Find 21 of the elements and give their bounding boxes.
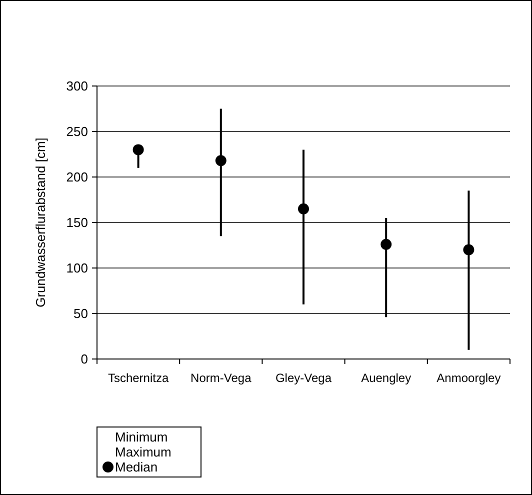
y-tick-label: 100 xyxy=(66,260,88,276)
y-tick-label: 50 xyxy=(74,306,88,322)
point xyxy=(463,244,474,256)
y-tick-label: 0 xyxy=(80,352,88,367)
x-tick-label: Norm-Vega xyxy=(190,371,252,385)
point xyxy=(132,144,144,156)
y-tick-label: 250 xyxy=(66,124,88,140)
point xyxy=(298,203,309,214)
text: Minimum xyxy=(115,430,168,445)
y-tick-label: 150 xyxy=(66,215,88,230)
y-tick-label: 300 xyxy=(66,78,88,94)
point xyxy=(380,238,392,250)
x-tick-label: Auengley xyxy=(361,371,412,385)
x-tick-label: Anmoorgley xyxy=(436,371,501,385)
y-axis-title: Grundwasserflurabstand [cm] xyxy=(33,138,48,308)
text: Maximum xyxy=(115,444,172,460)
x-tick-label: Tschernitza xyxy=(108,371,169,385)
y-tick-label: 200 xyxy=(66,170,88,185)
legend-label: Median xyxy=(115,460,158,475)
x-tick-label: Gley-Vega xyxy=(275,371,332,385)
point xyxy=(215,155,226,166)
